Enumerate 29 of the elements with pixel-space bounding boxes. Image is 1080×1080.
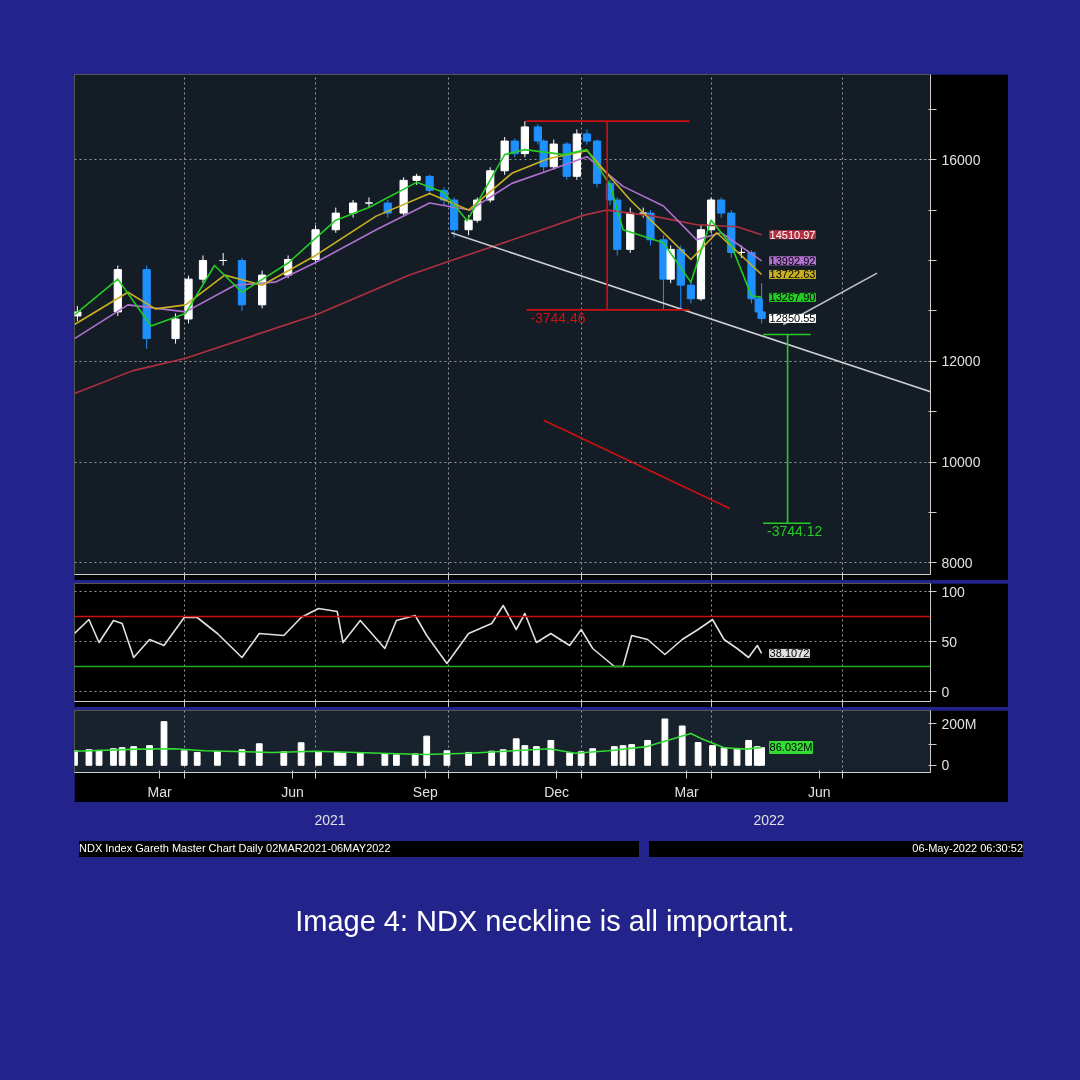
x-tick-label: Jun [281, 783, 304, 800]
data-label: 14510.97 [769, 228, 816, 241]
y-tick-label: 50 [941, 633, 958, 650]
data-label: 86.032M [769, 741, 813, 754]
text: 12850.55 [769, 312, 816, 325]
text: 2022 [753, 811, 785, 830]
text: 06-May-2022 06:30:52 [912, 841, 1023, 856]
data-label: 13992.92 [769, 254, 816, 267]
x-tick-label: Sep [412, 783, 438, 800]
y-tick-label: 16000 [941, 151, 981, 168]
annotation: -3744.46 [530, 309, 586, 326]
y-tick-label: 200M [941, 715, 977, 732]
x-tick-label: Mar [674, 783, 699, 800]
text: Image 4: NDX neckline is all important. [295, 904, 795, 939]
data-label: 13722.63 [769, 268, 816, 281]
y-tick-label: 8000 [941, 554, 973, 571]
annotation: -3744.12 [767, 523, 823, 540]
y-tick-label: 100 [941, 583, 966, 600]
y-tick-label: 0 [941, 757, 950, 774]
text: 2021 [314, 811, 346, 830]
data-label: 13267.90 [769, 291, 816, 304]
y-tick-label: 0 [941, 683, 950, 700]
x-tick-label: Mar [147, 783, 173, 800]
x-tick-label: Jun [808, 783, 831, 800]
y-tick-label: 12000 [941, 353, 981, 370]
text: NDX Index Gareth Master Chart Daily 02MAR2021-06MAY2022 [79, 841, 391, 856]
x-tick-label: Dec [544, 783, 570, 800]
data-label: 38.1072 [769, 647, 810, 660]
y-tick-label: 10000 [941, 454, 981, 471]
